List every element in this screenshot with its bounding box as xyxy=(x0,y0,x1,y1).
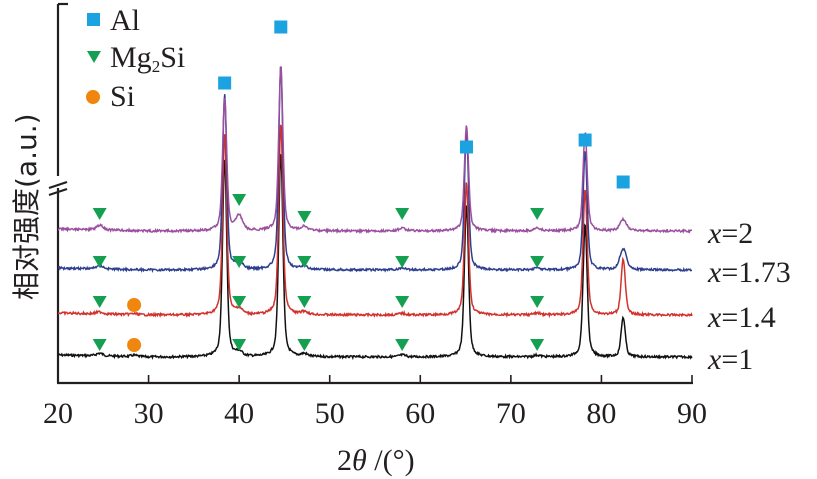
series-label-value: =2 xyxy=(721,217,753,250)
legend-marker-si xyxy=(86,90,100,104)
x-tick-label: 40 xyxy=(224,397,254,430)
al-peak-marker xyxy=(274,20,288,34)
mg2si-peak-marker xyxy=(232,339,247,351)
mg2si-peak-marker xyxy=(232,194,247,206)
legend-label-mg2si-sub: 2 xyxy=(152,57,161,76)
x-tick-label: 90 xyxy=(677,397,707,430)
mg2si-peak-marker xyxy=(395,296,410,308)
al-peak-marker xyxy=(459,140,473,154)
al-peak-marker xyxy=(578,133,592,147)
mg2si-peak-marker xyxy=(297,339,312,351)
legend-label-al: Al xyxy=(110,4,140,37)
legend-marker-mg2si xyxy=(87,51,101,63)
mg2si-peak-marker xyxy=(395,256,410,268)
y-axis xyxy=(48,2,68,383)
series-label-var: x xyxy=(707,343,722,376)
series-label-var: x xyxy=(707,301,722,334)
series-label-var: x xyxy=(707,256,722,289)
legend-label-si: Si xyxy=(110,80,135,113)
si-peak-marker xyxy=(127,298,142,312)
si-peak-marker xyxy=(127,338,142,352)
legend: Al Mg2Si Si xyxy=(86,4,185,113)
x-axis-label-unit: /(°) xyxy=(367,444,415,477)
x-tick-label: 30 xyxy=(134,397,164,430)
x-axis-label-theta: θ xyxy=(352,444,367,477)
x-axis-label: 2θ /(°) xyxy=(337,444,415,477)
mg2si-peak-marker xyxy=(92,256,107,268)
mg2si-peak-marker xyxy=(530,339,545,351)
series-label-x=1.73: x=1.73 xyxy=(707,256,791,289)
series-line-x=2 xyxy=(58,66,693,235)
series-line-x=1.4 xyxy=(58,124,693,319)
al-peak-marker xyxy=(218,76,232,90)
x-tick-label: 80 xyxy=(586,397,616,430)
series-line-x=1.73 xyxy=(58,66,693,273)
mg2si-peak-marker xyxy=(92,208,107,220)
y-axis-label: 相对强度(a.u.) xyxy=(10,113,43,300)
legend-label-mg2si-main: Mg xyxy=(110,41,152,74)
x-tick-label: 70 xyxy=(496,397,526,430)
mg2si-peak-marker xyxy=(92,296,107,308)
series-label-x=1.4: x=1.4 xyxy=(707,301,776,334)
axis-break-icon xyxy=(48,180,68,197)
mg2si-peak-marker xyxy=(530,208,545,220)
mg2si-peak-marker xyxy=(530,296,545,308)
mg2si-peak-marker xyxy=(395,208,410,220)
legend-label-mg2si-tail: Si xyxy=(160,41,185,74)
mg2si-peak-marker xyxy=(297,296,312,308)
mg2si-peak-marker xyxy=(395,339,410,351)
series-label-value: =1.4 xyxy=(721,301,775,334)
x-axis-label-num: 2 xyxy=(337,444,352,477)
x-axis: 20 30 40 50 60 70 80 90 xyxy=(43,375,707,430)
series-label-x=1: x=1 xyxy=(707,343,753,376)
series-label-value: =1.73 xyxy=(721,256,790,289)
x-tick-label: 50 xyxy=(315,397,345,430)
series-line-x=1 xyxy=(58,153,693,361)
al-peak-marker xyxy=(616,175,630,189)
mg2si-peak-marker xyxy=(92,339,107,351)
mg2si-peak-marker xyxy=(530,256,545,268)
series-label-value: =1 xyxy=(721,343,753,376)
legend-label-mg2si: Mg2Si xyxy=(110,41,185,76)
x-tick-label: 60 xyxy=(405,397,435,430)
series-label-var: x xyxy=(707,217,722,250)
legend-marker-al xyxy=(87,13,100,26)
mg2si-peak-marker xyxy=(232,296,247,308)
mg2si-peak-marker xyxy=(232,256,247,268)
x-tick-label: 20 xyxy=(43,397,73,430)
mg2si-peak-marker xyxy=(297,256,312,268)
mg2si-peak-marker xyxy=(297,211,312,223)
series-label-x=2: x=2 xyxy=(707,217,753,250)
